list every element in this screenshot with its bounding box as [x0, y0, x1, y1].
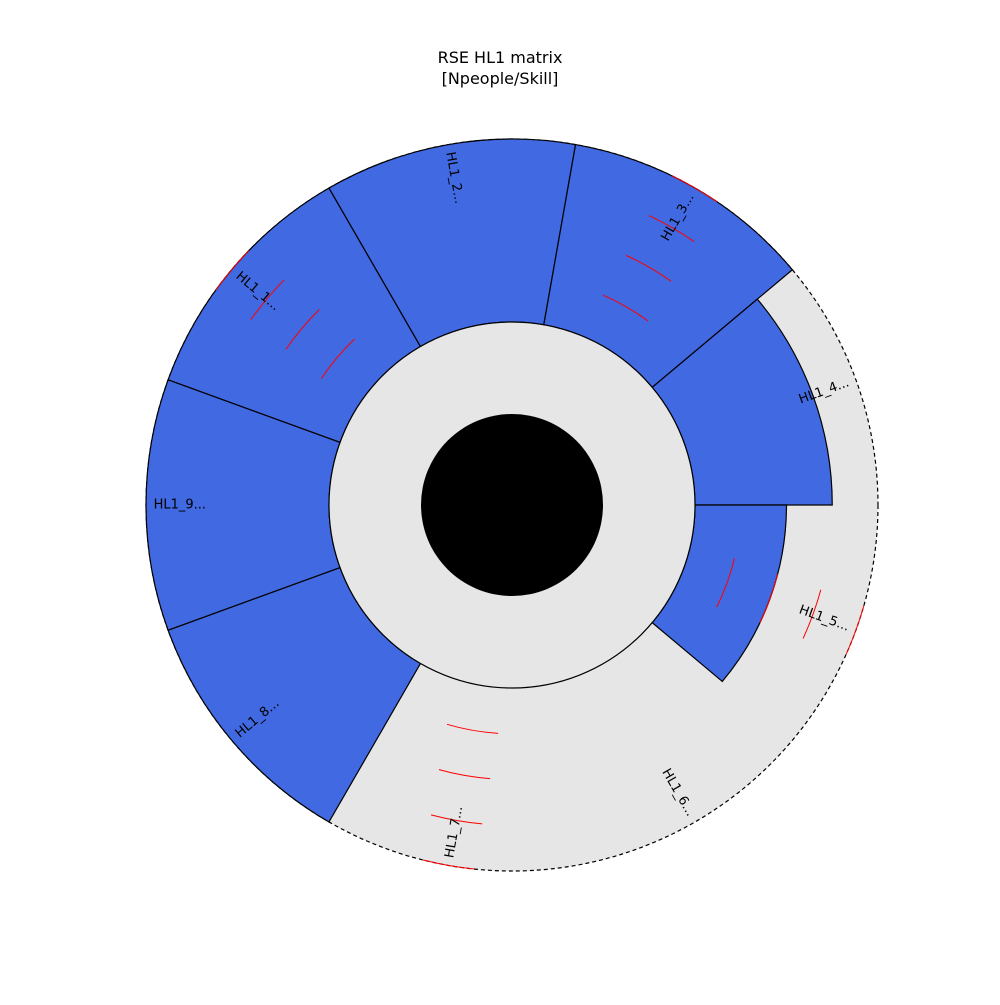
ring-mark: [215, 250, 250, 291]
ring-mark: [716, 558, 735, 608]
ring-mark: [625, 254, 672, 282]
ring-mark: [438, 769, 491, 780]
chart-subtitle: [Npeople/Skill]: [441, 69, 559, 88]
ring-mark: [648, 215, 695, 242]
ring-mark: [250, 279, 285, 321]
ring-mark: [671, 175, 718, 203]
ring-mark: [759, 573, 779, 624]
chart-title: RSE HL1 matrix: [437, 48, 563, 67]
ring-mark: [430, 814, 483, 825]
center-core: [421, 414, 603, 596]
ring-mark: [446, 723, 499, 734]
ring-mark: [320, 338, 355, 380]
ring-mark: [602, 294, 649, 322]
ring-mark: [845, 605, 865, 655]
ring-mark: [422, 859, 475, 870]
ring-mark: [285, 309, 320, 350]
ring-mark: [802, 589, 822, 639]
category-label: HL1_9...: [154, 498, 206, 513]
